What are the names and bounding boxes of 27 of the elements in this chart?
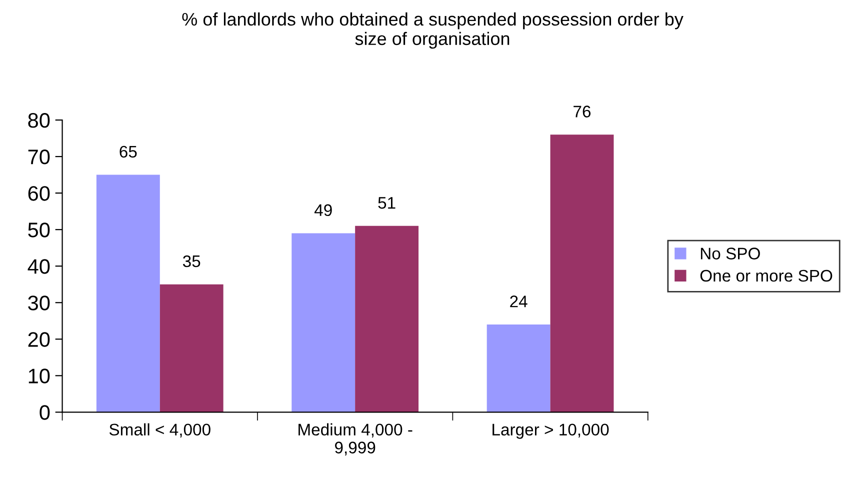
bar <box>96 174 160 412</box>
data-label: 24 <box>510 296 528 308</box>
bar <box>550 134 614 412</box>
y-tick-label: 80 <box>28 113 50 128</box>
data-label: 49 <box>314 204 332 216</box>
y-tick-label: 50 <box>28 222 50 238</box>
y-tick-label: 20 <box>28 332 50 347</box>
y-tick-label: 40 <box>28 259 50 274</box>
y-tick-label: 0 <box>40 405 50 420</box>
data-label: 35 <box>182 255 200 268</box>
y-tick-label: 60 <box>28 186 50 201</box>
x-tick-label: Medium 4,000 - 9,999 <box>298 423 412 456</box>
bar <box>486 324 550 412</box>
bar <box>292 233 356 412</box>
chart-title: % of landlords who obtained a suspended possession order by size of organisation <box>182 12 684 49</box>
y-tick-label: 30 <box>28 296 50 310</box>
x-tick-label: Small < 4,000 <box>109 423 210 438</box>
y-tick-label: 10 <box>28 368 50 384</box>
bar <box>355 226 419 412</box>
legend-label: No SPO <box>700 248 760 260</box>
x-tick-label: Larger > 10,000 <box>492 424 609 439</box>
y-tick-label: 70 <box>28 150 50 164</box>
data-label: 51 <box>378 197 396 209</box>
bar <box>160 284 224 412</box>
data-label: 76 <box>574 106 591 118</box>
data-label: 65 <box>120 146 137 158</box>
legend-label: One or more SPO <box>700 270 832 282</box>
